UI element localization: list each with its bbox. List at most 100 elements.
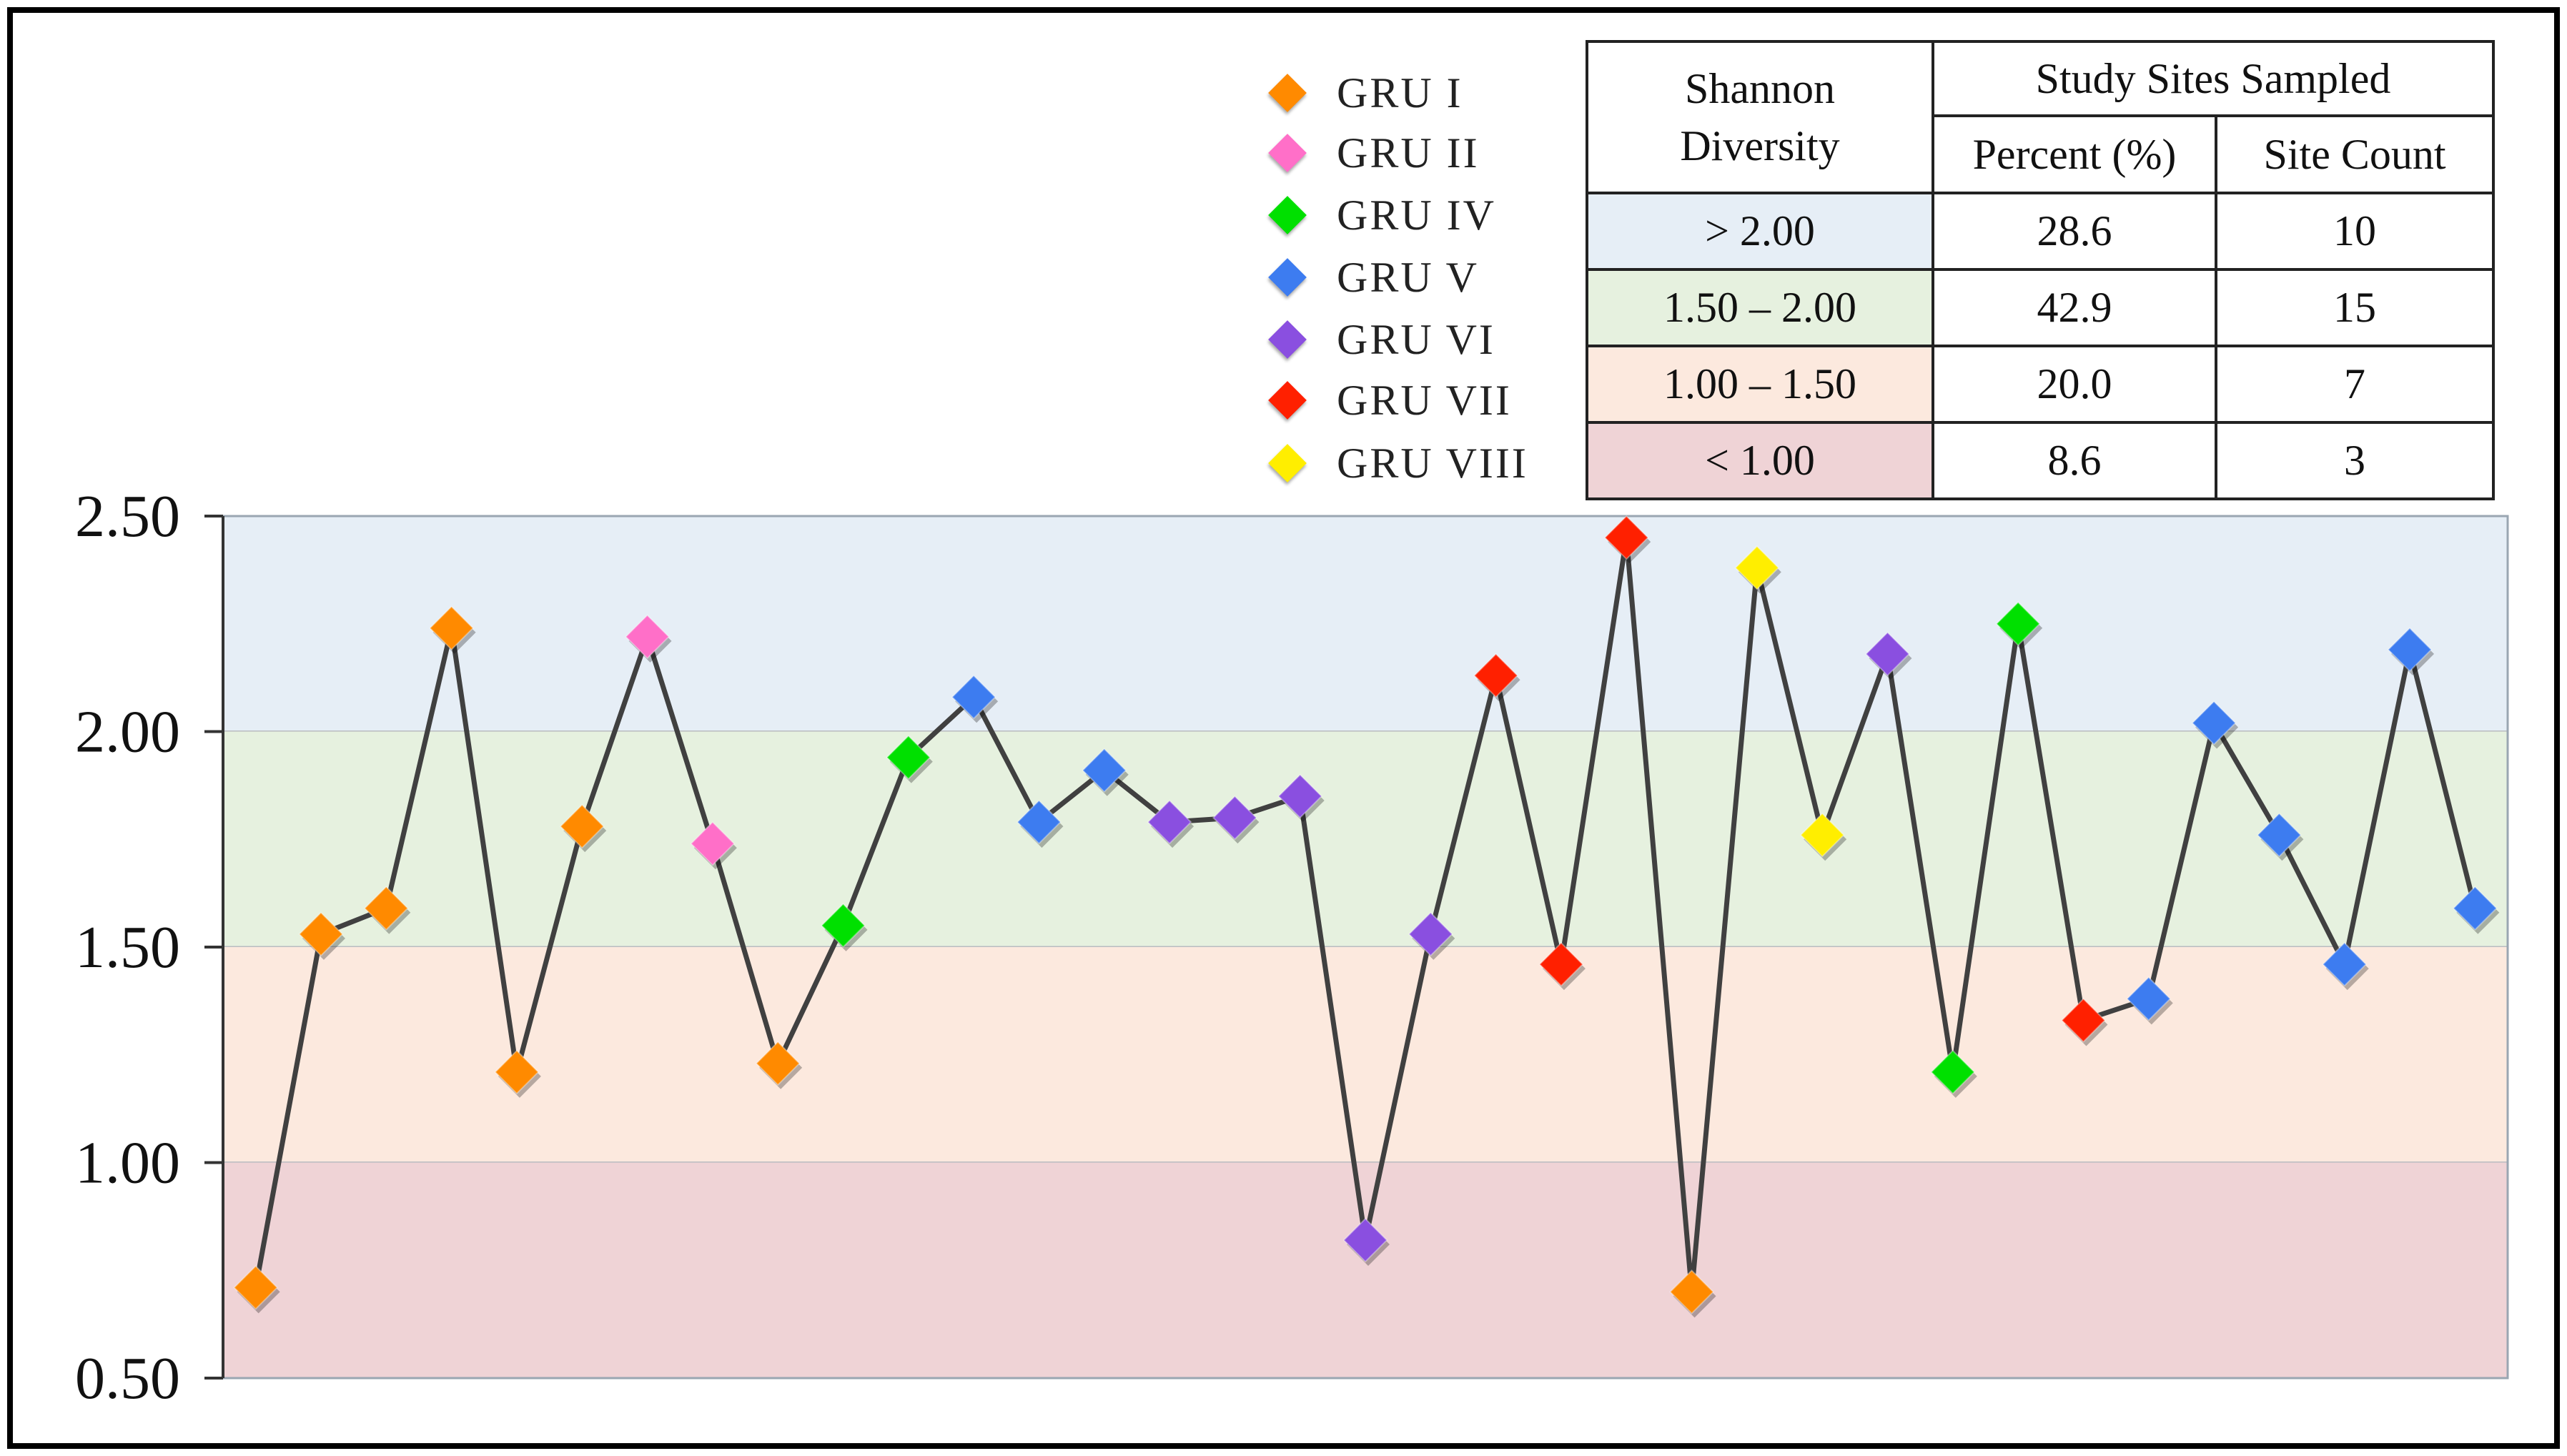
data-point [429,605,476,654]
legend-marker [1268,444,1307,482]
data-point [2387,627,2435,675]
row-percent: 42.9 [1932,268,2217,347]
data-point [690,821,737,870]
legend-marker [1268,74,1307,112]
data-point [1734,545,1781,594]
data-point-marker [1538,941,1584,987]
data-point-marker [1669,1269,1714,1314]
row-percent: 8.6 [1932,421,2217,500]
data-point-marker [1930,1049,1976,1095]
data-point-marker [2061,998,2106,1043]
data-point-marker [298,911,344,957]
data-point [1473,653,1520,702]
data-point-marker [1212,795,1257,841]
data-point-marker [951,674,996,720]
legend-label: GRU II [1337,129,1480,177]
data-point [1212,795,1260,844]
data-point-marker [494,1049,540,1095]
data-point-marker [1147,799,1192,845]
legend-marker [1268,381,1307,420]
data-point-marker [1473,653,1519,698]
data-point [363,886,411,934]
data-point-marker [690,821,736,866]
data-point [2322,941,2369,991]
band-2 [223,947,2508,1163]
data-point [1342,1217,1390,1267]
legend-item: GRU VIII [1265,435,1528,492]
row-count: 7 [2215,345,2495,424]
data-point-marker [1799,812,1845,858]
data-point [755,1041,803,1089]
data-point-marker [821,903,866,949]
row-range: 1.00 – 1.50 [1586,345,1934,424]
data-point [2452,886,2500,934]
legend-item: GRU I [1265,64,1463,122]
data-point [1017,799,1064,848]
legend-marker [1268,320,1307,359]
data-point-marker [1017,799,1062,845]
data-point [886,735,933,783]
data-point [625,614,672,663]
legend-label: GRU VI [1337,315,1495,363]
data-points [233,515,2500,1318]
data-point-marker [429,605,475,651]
data-point-marker [2452,886,2498,931]
legend-marker [1268,258,1307,297]
data-point-marker [1734,545,1780,590]
legend-item: GRU V [1265,249,1479,306]
data-point [821,903,868,951]
y-tick-label: 0.50 [75,1345,180,1412]
data-point-marker [2191,700,2237,746]
row-count: 3 [2215,421,2495,500]
data-point-marker [2322,941,2368,987]
row-range: < 1.00 [1586,421,1934,500]
data-point [1408,911,1455,960]
y-tick-label: 1.00 [75,1130,180,1197]
data-point [2061,998,2108,1046]
data-point-marker [1603,515,1649,560]
legend-marker [1268,134,1307,172]
data-point-marker [2126,976,2172,1021]
data-point-marker [363,886,409,931]
data-point [559,803,607,853]
legend-item: GRU VII [1265,372,1512,429]
data-point [1799,812,1847,861]
diversity-summary-table: Shannon Diversity Study Sites Sampled Pe… [1586,40,2495,500]
header-study-sites-sampled: Study Sites Sampled [1932,40,2495,117]
data-point [1995,601,2043,650]
study-sites-table: Shannon Diversity Study Sites Sampled Pe… [1586,40,2495,500]
header-shannon-diversity-label: Shannon Diversity [1680,65,1840,169]
legend-label: GRU VII [1337,376,1512,424]
data-point [233,1264,280,1314]
data-point [1603,515,1651,564]
data-point-marker [2387,627,2433,673]
data-point-marker [559,803,605,849]
data-point-marker [755,1041,801,1086]
data-point-marker [1995,601,2041,647]
header-shannon-diversity: Shannon Diversity [1586,40,1934,194]
y-tick-label: 2.00 [75,699,180,766]
data-point [298,911,345,960]
data-point [1082,748,1129,796]
y-tick-label: 2.50 [75,483,180,550]
data-point-marker [625,614,670,660]
data-point [1147,799,1195,848]
legend-label: GRU I [1337,69,1463,117]
data-point-marker [1865,631,1910,677]
data-point [1930,1049,1977,1098]
row-range: > 2.00 [1586,192,1934,271]
data-point [1669,1269,1716,1318]
data-point [1865,631,1912,680]
data-point-marker [1277,773,1323,819]
header-site-count: Site Count [2215,114,2495,194]
header-percent: Percent (%) [1932,114,2217,194]
row-count: 10 [2215,192,2495,271]
legend-label: GRU VIII [1337,439,1528,487]
data-point [2126,976,2173,1025]
legend-marker [1268,196,1307,234]
legend-item: GRU II [1265,124,1480,182]
data-point [1277,773,1325,822]
row-count: 15 [2215,268,2495,347]
data-point [2256,812,2304,861]
